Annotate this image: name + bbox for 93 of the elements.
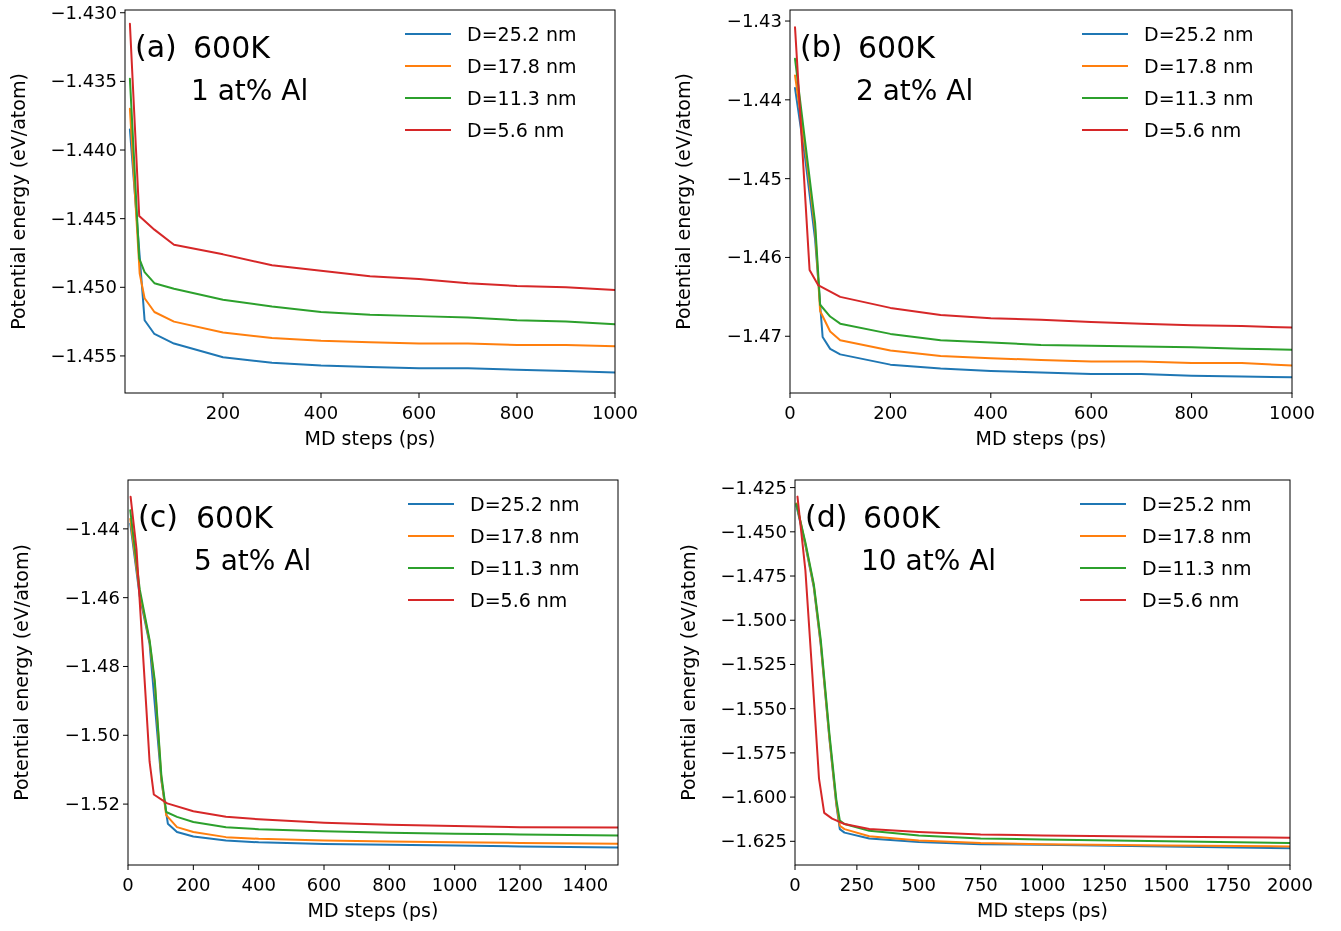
x-tick-label: 0 [789, 874, 801, 895]
y-tick-label: −1.550 [720, 697, 787, 719]
x-tick-label: 200 [205, 402, 241, 423]
y-tick-label: −1.46 [726, 246, 782, 268]
x-tick-label: 1750 [1205, 874, 1252, 895]
y-tick-label: −1.625 [720, 830, 787, 852]
line-series [128, 107, 615, 348]
line-series [794, 26, 1292, 329]
annotation: 1 at% Al [191, 74, 309, 107]
x-axis-title: MD steps (ps) [977, 899, 1108, 921]
annotation: 10 at% Al [861, 544, 997, 577]
x-tick-label: 600 [401, 402, 437, 423]
legend-label: D=25.2 nm [470, 493, 580, 515]
x-tick-label: 2000 [1267, 874, 1313, 895]
x-tick-label: 200 [176, 874, 211, 895]
x-tick-label: 1000 [1269, 402, 1315, 423]
annotation: (b) [800, 29, 843, 64]
x-tick-label: 750 [963, 874, 998, 895]
x-tick-label: 400 [973, 402, 1008, 423]
legend-label: D=11.3 nm [1142, 557, 1252, 579]
legend-label: D=5.6 nm [1142, 589, 1240, 611]
legend-label: D=11.3 nm [1144, 87, 1254, 109]
annotation: 600K [858, 30, 937, 65]
y-tick-label: −1.500 [720, 609, 787, 631]
y-tick-label: −1.450 [50, 276, 117, 298]
x-tick-label: 800 [372, 874, 407, 895]
annotation: 600K [193, 30, 272, 65]
legend-label: D=17.8 nm [467, 55, 577, 77]
x-tick-label: 0 [784, 402, 796, 423]
y-tick-label: −1.44 [64, 517, 120, 539]
x-tick-label: 1000 [431, 874, 478, 895]
y-axis-title: Potential energy (eV/atom) [672, 73, 694, 330]
legend-label: D=11.3 nm [470, 557, 580, 579]
legend-label: D=11.3 nm [467, 87, 577, 109]
annotation: (d) [805, 499, 848, 534]
y-tick-label: −1.52 [64, 793, 120, 815]
y-tick-label: −1.575 [720, 741, 787, 763]
x-tick-label: 1200 [497, 874, 543, 895]
x-tick-label: 1000 [1019, 874, 1066, 895]
legend-label: D=17.8 nm [470, 525, 580, 547]
x-axis-title: MD steps (ps) [307, 899, 439, 921]
annotation: (c) [138, 499, 178, 534]
y-axis-title: Potential energy (eV/atom) [10, 544, 32, 801]
y-tick-label: −1.47 [726, 325, 782, 347]
x-tick-label: 1400 [562, 874, 609, 895]
y-tick-label: −1.440 [50, 139, 117, 161]
annotation: 2 at% Al [856, 74, 974, 107]
y-axis-title: Potential energy (eV/atom) [7, 73, 29, 330]
legend-label: D=5.6 nm [467, 119, 565, 141]
y-tick-label: −1.43 [726, 10, 782, 32]
annotation: (a) [135, 29, 177, 64]
x-axis-title: MD steps (ps) [975, 427, 1107, 449]
legend-label: D=17.8 nm [1144, 55, 1254, 77]
legend-label: D=25.2 nm [1142, 493, 1252, 515]
y-tick-label: −1.425 [720, 476, 787, 498]
y-tick-label: −1.430 [50, 1, 117, 23]
x-tick-label: 600 [306, 874, 342, 895]
y-tick-label: −1.600 [720, 786, 787, 808]
legend-label: D=5.6 nm [470, 589, 568, 611]
x-tick-label: 800 [499, 402, 535, 423]
annotation: 5 at% Al [194, 544, 312, 577]
y-tick-label: −1.45 [726, 167, 782, 189]
x-tick-label: 1000 [592, 402, 638, 423]
x-tick-label: 800 [1174, 402, 1209, 423]
x-tick-label: 400 [303, 402, 339, 423]
x-tick-label: 1250 [1081, 874, 1128, 895]
x-tick-label: 400 [241, 874, 276, 895]
y-tick-label: −1.50 [64, 724, 120, 746]
annotation: 600K [863, 500, 942, 535]
y-tick-label: −1.445 [50, 207, 117, 229]
x-tick-label: 250 [839, 874, 875, 895]
y-axis-title: Potential energy (eV/atom) [677, 544, 699, 801]
y-tick-label: −1.450 [720, 520, 787, 542]
x-tick-label: 1500 [1143, 874, 1190, 895]
y-tick-label: −1.44 [726, 88, 782, 110]
y-tick-label: −1.435 [50, 70, 117, 92]
line-series [128, 22, 615, 292]
x-tick-label: 600 [1074, 402, 1109, 423]
y-tick-label: −1.525 [720, 653, 787, 675]
legend-label: D=5.6 nm [1144, 119, 1242, 141]
x-axis-title: MD steps (ps) [304, 427, 436, 449]
y-tick-label: −1.455 [50, 344, 117, 366]
legend-label: D=25.2 nm [467, 23, 577, 45]
y-tick-label: −1.46 [64, 586, 120, 608]
x-tick-label: 200 [873, 402, 908, 423]
annotation: 600K [196, 500, 275, 535]
line-series [128, 77, 615, 326]
legend-label: D=25.2 nm [1144, 23, 1254, 45]
y-tick-label: −1.475 [720, 565, 787, 587]
x-tick-label: 500 [901, 874, 936, 895]
y-tick-label: −1.48 [64, 655, 120, 677]
x-tick-label: 0 [122, 874, 134, 895]
legend-label: D=17.8 nm [1142, 525, 1252, 547]
